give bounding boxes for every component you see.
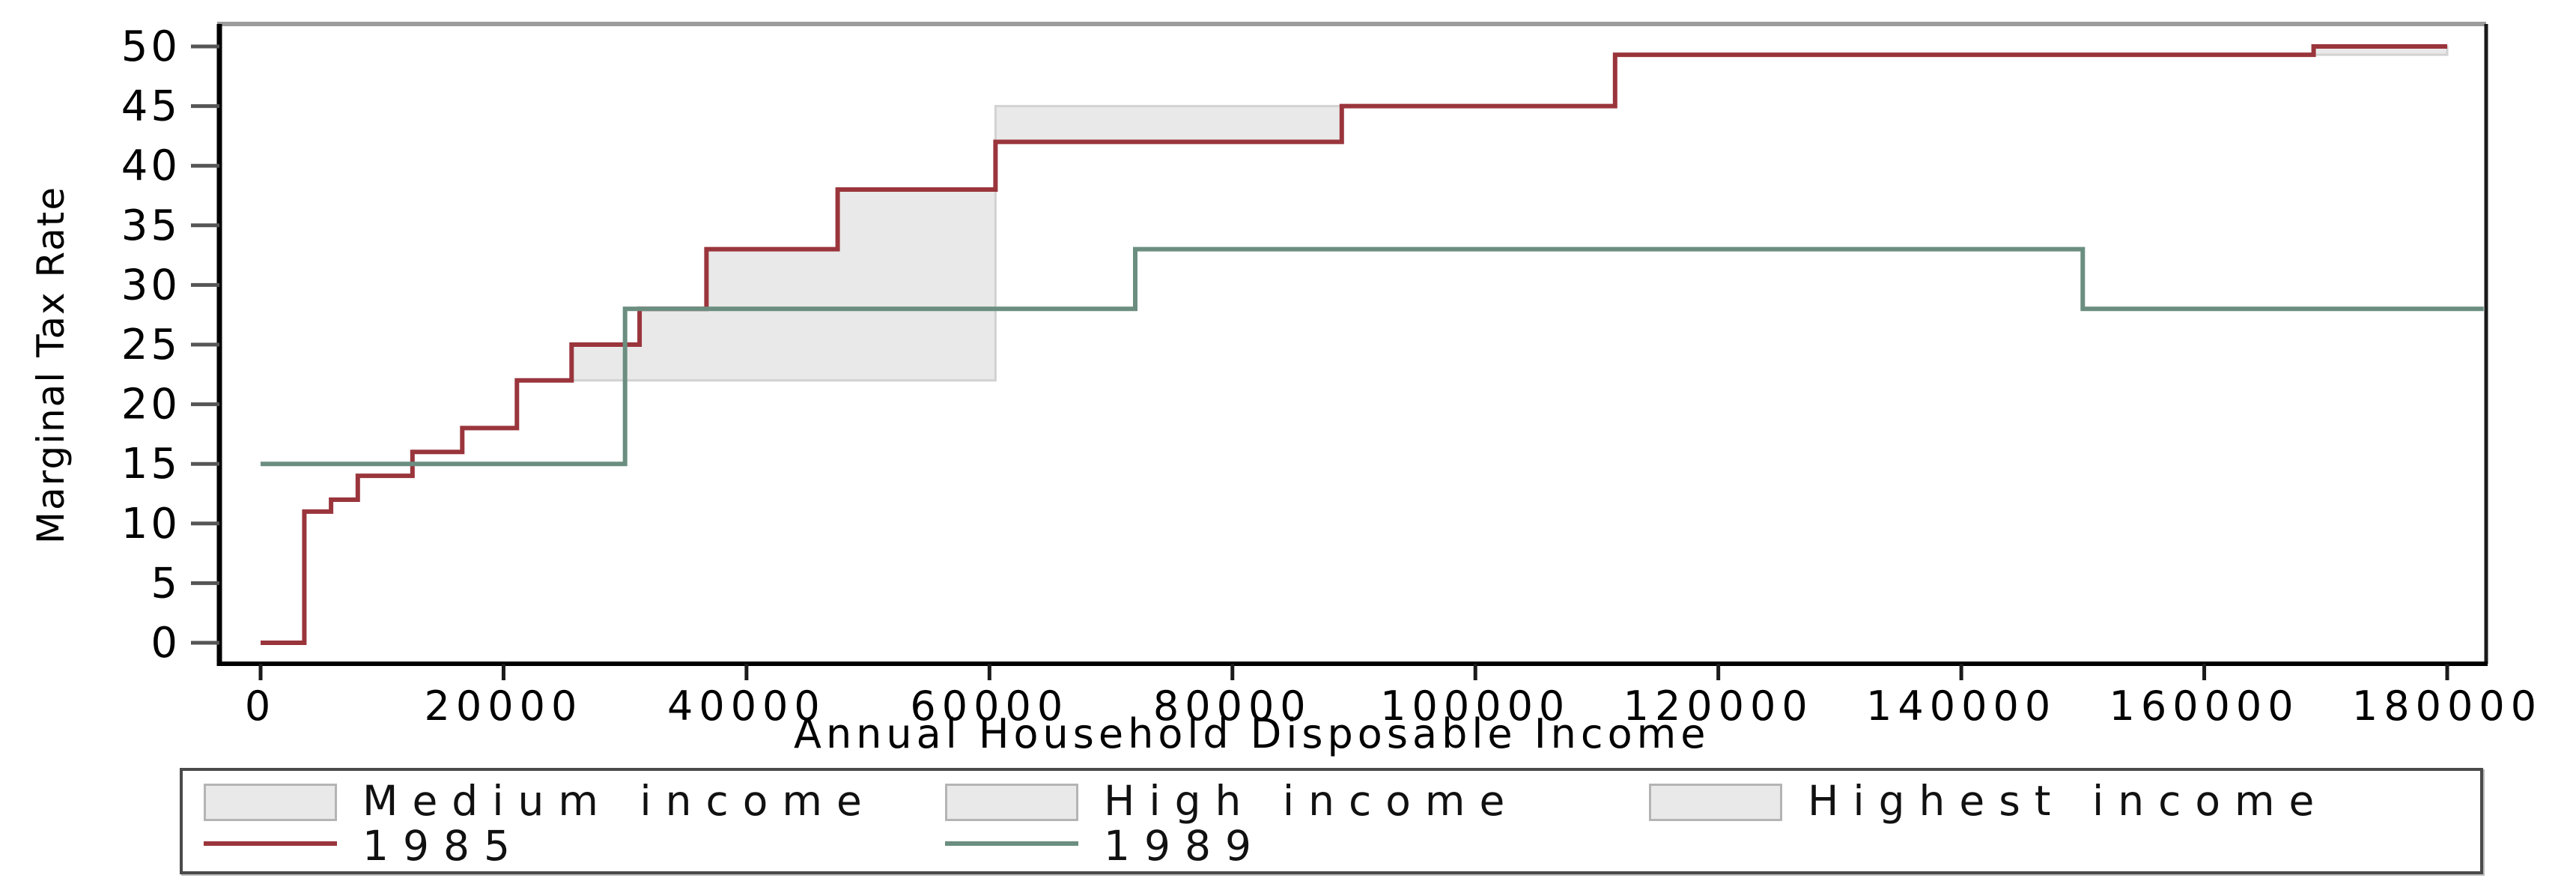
x-tick-label-0: 0 [245, 682, 276, 730]
legend-area-swatch-high-income [945, 784, 1078, 821]
y-tick-label-30: 30 [121, 261, 180, 309]
band-medium-income [570, 188, 997, 382]
y-tick-label-15: 15 [121, 440, 180, 488]
legend-area-swatch-highest-income [1649, 784, 1782, 821]
legend-label-1985: 1985 [362, 822, 524, 870]
x-tick-label-80000: 80000 [1153, 682, 1312, 730]
y-tick-label-10: 10 [121, 500, 180, 548]
x-tick-label-160000: 160000 [2109, 682, 2299, 730]
legend-label-medium-income: Medium income [362, 777, 876, 825]
y-tick-label-20: 20 [121, 381, 180, 429]
legend-label-highest-income: Highest income [1808, 777, 2329, 825]
series-1989-line [261, 246, 2484, 467]
legend-label-high-income: High income [1104, 777, 1519, 825]
band-high-income [994, 105, 1343, 143]
x-tick-label-100000: 100000 [1380, 682, 1570, 730]
legend-box: Medium income 1985 High income 1989 Highest … [180, 768, 2483, 874]
x-tick-label-20000: 20000 [425, 682, 583, 730]
series-1985-line [261, 44, 2447, 645]
x-tick-label-120000: 120000 [1623, 682, 1814, 730]
x-tick-label-140000: 140000 [1866, 682, 2056, 730]
legend-label-1989: 1989 [1104, 822, 1266, 870]
legend-line-swatch-1989 [945, 841, 1078, 846]
x-tick-label-60000: 60000 [910, 682, 1069, 730]
y-tick-label-40: 40 [121, 142, 180, 190]
y-tick-label-45: 45 [121, 82, 180, 131]
y-tick-label-5: 5 [151, 559, 180, 608]
y-axis-title: Marginal Tax Rate [29, 185, 73, 545]
legend-area-swatch-medium-income [204, 784, 337, 821]
y-tick-label-50: 50 [121, 22, 180, 71]
x-axis-title: Annual Household Disposable Income [794, 710, 1710, 757]
y-tick-label-25: 25 [121, 321, 180, 369]
y-tick-label-0: 0 [151, 619, 180, 668]
y-tick-label-35: 35 [121, 202, 180, 250]
legend-line-swatch-1985 [204, 841, 337, 846]
x-tick-label-40000: 40000 [667, 682, 826, 730]
x-tick-label-180000: 180000 [2352, 682, 2542, 730]
